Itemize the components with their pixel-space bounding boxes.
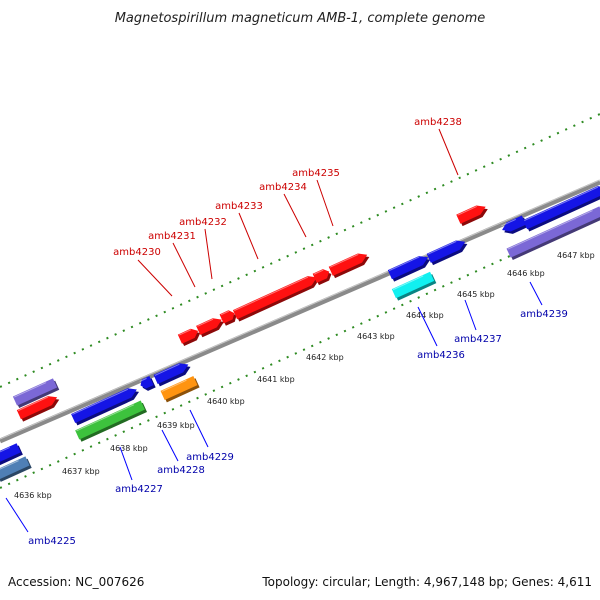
feature-blue-4239b xyxy=(522,186,600,232)
feature-red-4233 xyxy=(232,276,320,322)
feature-red-4231 xyxy=(196,318,224,338)
genome-summary-text: Topology: circular; Length: 4,967,148 bp… xyxy=(261,575,592,589)
kbp-label: 4641 kbp xyxy=(257,375,295,384)
leader-line xyxy=(316,179,334,227)
gene-label-amb4225[interactable]: amb4225 xyxy=(28,536,76,547)
feature-purple-left xyxy=(12,378,60,408)
feature-orange-4229 xyxy=(160,375,200,403)
feature-red-left xyxy=(16,396,60,422)
feature-red-4235 xyxy=(328,253,370,279)
feature-red-4238 xyxy=(456,205,488,227)
feature-red-4232 xyxy=(219,310,237,326)
gene-label-amb4234[interactable]: amb4234 xyxy=(259,182,307,193)
sequence-backbone xyxy=(0,179,600,444)
gene-label-amb4230[interactable]: amb4230 xyxy=(113,247,161,258)
leader-line xyxy=(283,193,307,238)
kbp-label: 4638 kbp xyxy=(110,444,148,453)
feature-blue-4228 xyxy=(139,375,156,391)
feature-blue-4227 xyxy=(71,388,140,426)
kbp-label: 4639 kbp xyxy=(157,421,195,430)
kbp-scale: 4636 kbp 4637 kbp 4638 kbp 4639 kbp 4640 kbp… xyxy=(14,251,595,500)
lower-tick-track xyxy=(0,214,600,489)
gene-labels: amb4230 amb4231 amb4232 amb4233 amb4234 amb42… xyxy=(5,117,568,547)
feature-red-4230 xyxy=(177,328,201,347)
feature-blue-4236 xyxy=(387,256,431,282)
feature-red-4234 xyxy=(312,269,332,286)
leader-line xyxy=(119,446,133,481)
feature-steel-edge xyxy=(0,456,32,482)
leader-line xyxy=(464,299,477,331)
gene-label-amb4235[interactable]: amb4235 xyxy=(292,168,340,179)
leader-line xyxy=(529,281,543,306)
feature-blue-4239 xyxy=(501,215,529,234)
gene-label-amb4238[interactable]: amb4238 xyxy=(414,117,462,128)
feature-blue-edge xyxy=(0,443,23,468)
leader-line xyxy=(5,497,29,533)
gene-label-amb4231[interactable]: amb4231 xyxy=(148,231,196,242)
kbp-label: 4637 kbp xyxy=(62,467,100,476)
feature-blue-4229 xyxy=(153,363,191,387)
feature-cyan-4236 xyxy=(391,271,437,301)
leader-line xyxy=(238,212,259,260)
gene-label-amb4239[interactable]: amb4239 xyxy=(520,309,568,320)
leader-line xyxy=(417,306,438,347)
feature-blue-4237 xyxy=(426,240,468,266)
kbp-label: 4646 kbp xyxy=(507,269,545,278)
leader-line xyxy=(161,429,179,462)
gene-label-amb4229[interactable]: amb4229 xyxy=(186,452,234,463)
gene-label-amb4227[interactable]: amb4227 xyxy=(115,484,163,495)
kbp-label: 4644 kbp xyxy=(406,311,444,320)
gene-label-amb4236[interactable]: amb4236 xyxy=(417,350,465,361)
gene-label-amb4232[interactable]: amb4232 xyxy=(179,217,227,228)
gene-label-amb4237[interactable]: amb4237 xyxy=(454,334,502,345)
kbp-label: 4640 kbp xyxy=(207,397,245,406)
leader-line xyxy=(137,259,173,297)
accession-text: Accession: NC_007626 xyxy=(8,575,144,589)
leader-line xyxy=(189,409,209,448)
upper-tick-track xyxy=(0,113,600,388)
leader-line xyxy=(204,228,213,280)
kbp-label: 4643 kbp xyxy=(357,332,395,341)
gene-label-amb4233[interactable]: amb4233 xyxy=(215,201,263,212)
kbp-label: 4645 kbp xyxy=(457,290,495,299)
feature-purple-4239 xyxy=(506,206,600,260)
gene-label-amb4228[interactable]: amb4228 xyxy=(157,465,205,476)
sequence-backbone-highlight xyxy=(0,179,600,440)
kbp-label: 4636 kbp xyxy=(14,491,52,500)
kbp-label: 4647 kbp xyxy=(557,251,595,260)
feature-green-4227 xyxy=(75,400,147,442)
feature-track xyxy=(0,186,600,482)
leader-line xyxy=(172,242,196,288)
map-title: Magnetospirillum magneticum AMB-1, compl… xyxy=(115,11,486,26)
kbp-label: 4642 kbp xyxy=(306,353,344,362)
leader-line xyxy=(438,128,459,176)
